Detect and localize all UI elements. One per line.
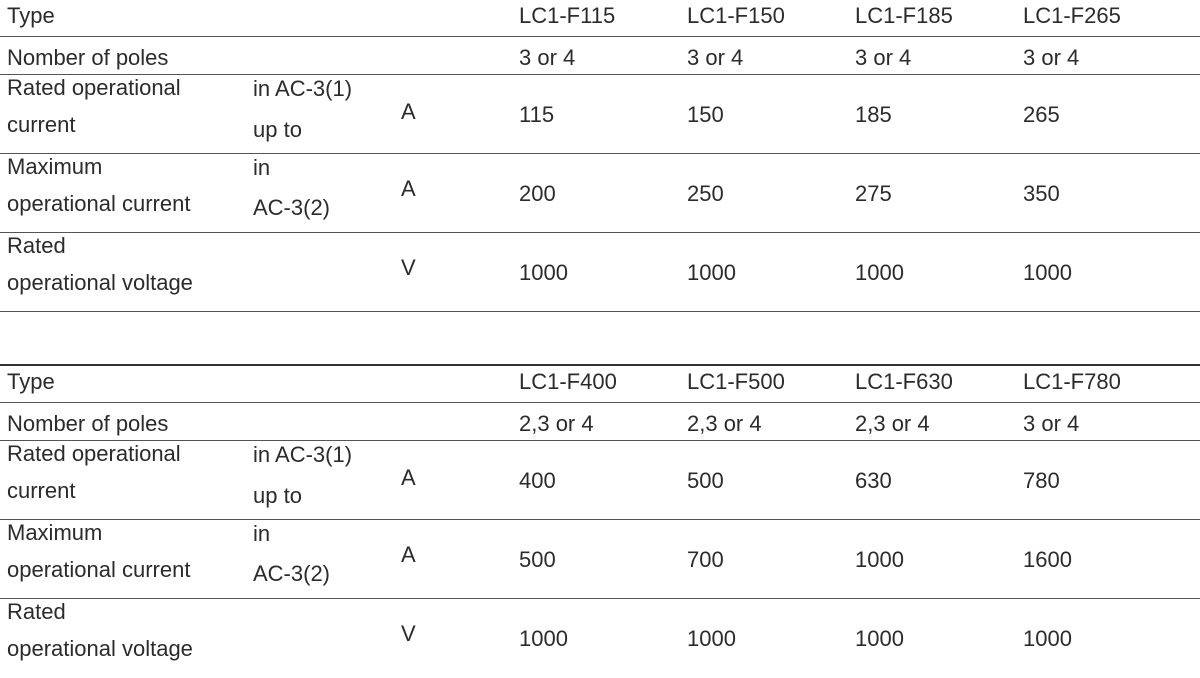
unit: A <box>401 176 416 201</box>
max-current-condition: in AC-3(2) <box>253 149 330 223</box>
max-current-label: Maximum operational current <box>7 514 190 588</box>
value-cell: 500 <box>519 547 556 572</box>
label-line-2: operational current <box>7 557 191 582</box>
poles-row: Nomber of poles 2,3 or 4 2,3 or 4 2,3 or… <box>0 403 1200 441</box>
poles-value: 3 or 4 <box>1023 45 1080 70</box>
rated-voltage-label: Rated operational voltage <box>7 593 193 667</box>
model-header: LC1-F265 <box>1023 3 1121 28</box>
max-current-label: Maximum operational current <box>7 148 190 222</box>
value-cell: 1000 <box>519 626 568 651</box>
condition-line-2: up to <box>253 117 302 142</box>
max-current-row: Maximum operational current in AC-3(2) A… <box>0 154 1200 233</box>
condition-line-2: up to <box>253 483 302 508</box>
unit: V <box>401 621 416 646</box>
type-label: Type <box>7 369 55 394</box>
max-current-row: Maximum operational current in AC-3(2) A… <box>0 520 1200 599</box>
poles-value: 3 or 4 <box>687 45 744 70</box>
value-cell: 1000 <box>855 260 904 285</box>
max-current-condition: in AC-3(2) <box>253 515 330 589</box>
poles-value: 2,3 or 4 <box>519 411 594 436</box>
type-label: Type <box>7 3 55 28</box>
rated-current-condition: in AC-3(1) up to <box>253 436 352 510</box>
value-cell: 700 <box>687 547 724 572</box>
rated-voltage-row: Rated operational voltage V 1000 1000 10… <box>0 599 1200 678</box>
label-line-2: operational voltage <box>7 270 193 295</box>
label-line-1: Rated <box>7 233 66 258</box>
type-row: Type LC1-F400 LC1-F500 LC1-F630 LC1-F780 <box>0 366 1200 403</box>
poles-value: 3 or 4 <box>519 45 576 70</box>
rated-current-row: Rated operational current in AC-3(1) up … <box>0 441 1200 520</box>
spec-table-2: Type LC1-F400 LC1-F500 LC1-F630 LC1-F780… <box>0 364 1200 678</box>
value-cell: 1000 <box>1023 626 1072 651</box>
value-cell: 250 <box>687 181 724 206</box>
condition-line-2: AC-3(2) <box>253 561 331 586</box>
model-header: LC1-F115 <box>519 3 616 28</box>
label-line-2: current <box>7 478 76 503</box>
unit: V <box>401 255 416 280</box>
value-cell: 500 <box>687 468 724 493</box>
value-cell: 780 <box>1023 468 1060 493</box>
rated-voltage-row: Rated operational voltage V 1000 1000 10… <box>0 233 1200 312</box>
poles-label: Nomber of poles <box>7 411 169 436</box>
value-cell: 185 <box>855 102 892 127</box>
value-cell: 150 <box>687 102 724 127</box>
value-cell: 630 <box>855 468 892 493</box>
type-row: Type LC1-F115 LC1-F150 LC1-F185 LC1-F265 <box>0 0 1200 37</box>
condition-line-2: AC-3(2) <box>253 195 331 220</box>
model-header: LC1-F630 <box>855 369 953 394</box>
label-line-1: Rated operational <box>7 441 181 466</box>
value-cell: 350 <box>1023 181 1060 206</box>
unit: A <box>401 99 416 124</box>
model-header: LC1-F500 <box>687 369 785 394</box>
condition-line-1: in <box>253 155 271 180</box>
model-header: LC1-F400 <box>519 369 617 394</box>
rated-current-label: Rated operational current <box>7 69 181 143</box>
poles-value: 2,3 or 4 <box>687 411 762 436</box>
model-header: LC1-F150 <box>687 3 785 28</box>
condition-line-1: in AC-3(1) <box>253 442 353 467</box>
value-cell: 115 <box>519 102 555 127</box>
poles-value: 2,3 or 4 <box>855 411 930 436</box>
label-line-2: operational current <box>7 191 191 216</box>
value-cell: 1600 <box>1023 547 1072 572</box>
value-cell: 1000 <box>519 260 568 285</box>
value-cell: 1000 <box>687 626 736 651</box>
poles-row: Nomber of poles 3 or 4 3 or 4 3 or 4 3 o… <box>0 37 1200 75</box>
rated-current-row: Rated operational current in AC-3(1) up … <box>0 75 1200 154</box>
unit: A <box>401 542 416 567</box>
poles-label: Nomber of poles <box>7 45 169 70</box>
value-cell: 200 <box>519 181 556 206</box>
label-line-1: Maximum <box>7 154 103 179</box>
unit: A <box>401 465 416 490</box>
value-cell: 265 <box>1023 102 1060 127</box>
label-line-1: Rated <box>7 599 66 624</box>
value-cell: 1000 <box>855 626 904 651</box>
poles-value: 3 or 4 <box>855 45 912 70</box>
rated-voltage-label: Rated operational voltage <box>7 227 193 301</box>
label-line-1: Maximum <box>7 520 103 545</box>
condition-line-1: in AC-3(1) <box>253 76 353 101</box>
value-cell: 1000 <box>687 260 736 285</box>
label-line-2: current <box>7 112 76 137</box>
label-line-1: Rated operational <box>7 75 181 100</box>
rated-current-condition: in AC-3(1) up to <box>253 70 352 144</box>
model-header: LC1-F780 <box>1023 369 1121 394</box>
rated-current-label: Rated operational current <box>7 435 181 509</box>
value-cell: 400 <box>519 468 556 493</box>
spec-table-1: Type LC1-F115 LC1-F150 LC1-F185 LC1-F265… <box>0 0 1200 312</box>
value-cell: 1000 <box>1023 260 1072 285</box>
condition-line-1: in <box>253 521 271 546</box>
label-line-2: operational voltage <box>7 636 193 661</box>
value-cell: 275 <box>855 181 892 206</box>
model-header: LC1-F185 <box>855 3 953 28</box>
poles-value: 3 or 4 <box>1023 411 1080 436</box>
value-cell: 1000 <box>855 547 904 572</box>
